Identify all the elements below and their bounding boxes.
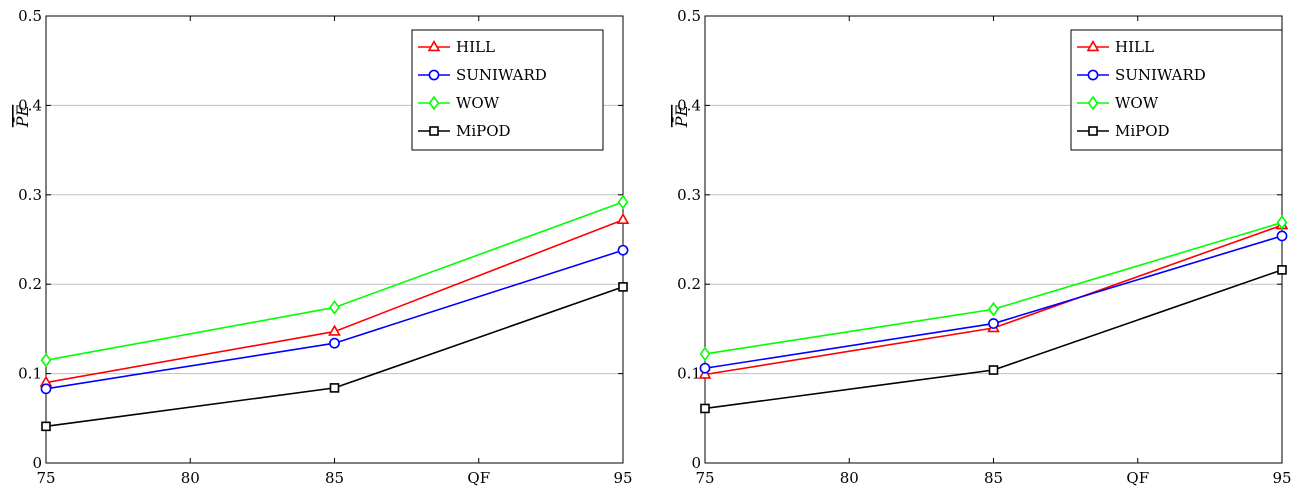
data-point — [329, 337, 340, 349]
series-wow — [699, 215, 1288, 362]
legend-marker — [1088, 126, 1098, 136]
legend-item: HILL — [418, 38, 495, 56]
legend-item: MiPOD — [1077, 122, 1170, 140]
data-point — [41, 421, 51, 432]
y-tick-label: 0.2 — [18, 275, 42, 293]
x-tick-label: 80 — [181, 469, 200, 487]
data-point — [329, 300, 340, 315]
data-point — [1277, 265, 1287, 275]
legend-label: MiPOD — [1115, 122, 1170, 140]
data-point — [699, 346, 711, 362]
data-point — [988, 365, 999, 375]
legend-label: MiPOD — [456, 122, 511, 140]
legend-marker — [1086, 39, 1100, 52]
legend-item: MiPOD — [418, 122, 511, 140]
x-tick-label: 95 — [613, 469, 632, 487]
data-point — [40, 383, 52, 395]
y-tick-label: 0.4 — [677, 96, 701, 114]
y-tick-label: 0.5 — [18, 7, 42, 25]
data-point — [328, 324, 341, 336]
data-point — [988, 318, 999, 329]
x-tick-label: QF — [1126, 469, 1149, 487]
series-suniward — [699, 230, 1288, 374]
series-line — [704, 269, 1283, 410]
legend-item: WOW — [1077, 94, 1159, 112]
x-tick-label: 75 — [36, 469, 55, 487]
data-point — [1276, 230, 1288, 242]
data-point — [699, 362, 711, 374]
y-axis-label: P̄E — [670, 104, 691, 128]
y-tick-label: 0.3 — [677, 186, 701, 204]
x-tick-label: 85 — [325, 469, 344, 487]
x-tick-label: 95 — [1272, 469, 1291, 487]
chart-panel-1: 0 0.1 0.2 0.3 0.4 0.5 75 80 85 QF 95 P̄E HILL SUNIWAR… — [11, 7, 632, 487]
legend-label: WOW — [456, 94, 500, 112]
y-tick-label: 0.1 — [18, 365, 42, 383]
legend-marker — [429, 126, 439, 136]
data-point — [617, 194, 629, 210]
legend-label: HILL — [456, 38, 495, 56]
y-tick-label: 0 — [32, 454, 42, 472]
legend-item: WOW — [418, 94, 500, 112]
legend-marker — [1087, 95, 1099, 111]
legend-item: SUNIWARD — [418, 66, 547, 84]
y-tick-label: 0.1 — [677, 365, 701, 383]
legend-label: WOW — [1115, 94, 1159, 112]
series-line — [704, 221, 1283, 355]
data-point — [988, 301, 999, 317]
legend-item: HILL — [1077, 38, 1154, 56]
y-tick-label: 0.4 — [18, 96, 42, 114]
y-axis-label: P̄E — [11, 104, 32, 128]
data-point — [700, 403, 710, 414]
data-point — [1276, 215, 1288, 230]
data-point — [617, 244, 629, 256]
legend-label: HILL — [1115, 38, 1154, 56]
x-tick-label: 85 — [984, 469, 1003, 487]
data-point — [616, 212, 630, 225]
legend: HILL SUNIWARD WOW MiPOD — [411, 29, 604, 151]
data-point — [618, 282, 628, 292]
x-tick-label: 75 — [695, 469, 714, 487]
legend-marker — [428, 95, 440, 111]
y-tick-label: 0 — [691, 454, 701, 472]
chart-panel-2: 0 0.1 0.2 0.3 0.4 0.5 75 80 85 QF 95 P̄E HILL SUNIWAR… — [670, 7, 1291, 487]
legend-label: SUNIWARD — [1115, 66, 1206, 84]
series-mipod — [700, 265, 1287, 414]
legend-box — [411, 29, 604, 151]
data-point — [329, 383, 340, 393]
series-mipod — [41, 282, 628, 432]
x-tick-label: QF — [467, 469, 490, 487]
y-tick-label: 0.3 — [18, 186, 42, 204]
legend-label: SUNIWARD — [456, 66, 547, 84]
legend-marker — [1087, 69, 1099, 81]
legend-item: SUNIWARD — [1077, 66, 1206, 84]
y-tick-label: 0.5 — [677, 7, 701, 25]
series-wow — [40, 194, 629, 368]
series-hill — [39, 212, 630, 387]
data-point — [40, 352, 52, 368]
legend: HILL SUNIWARD WOW MiPOD — [1070, 29, 1283, 151]
legend-marker — [427, 39, 441, 52]
y-tick-label: 0.2 — [677, 275, 701, 293]
series-suniward — [40, 244, 629, 395]
series-line — [45, 201, 624, 361]
legend-marker — [428, 69, 440, 81]
x-tick-label: 80 — [840, 469, 859, 487]
legend-box — [1070, 29, 1283, 151]
